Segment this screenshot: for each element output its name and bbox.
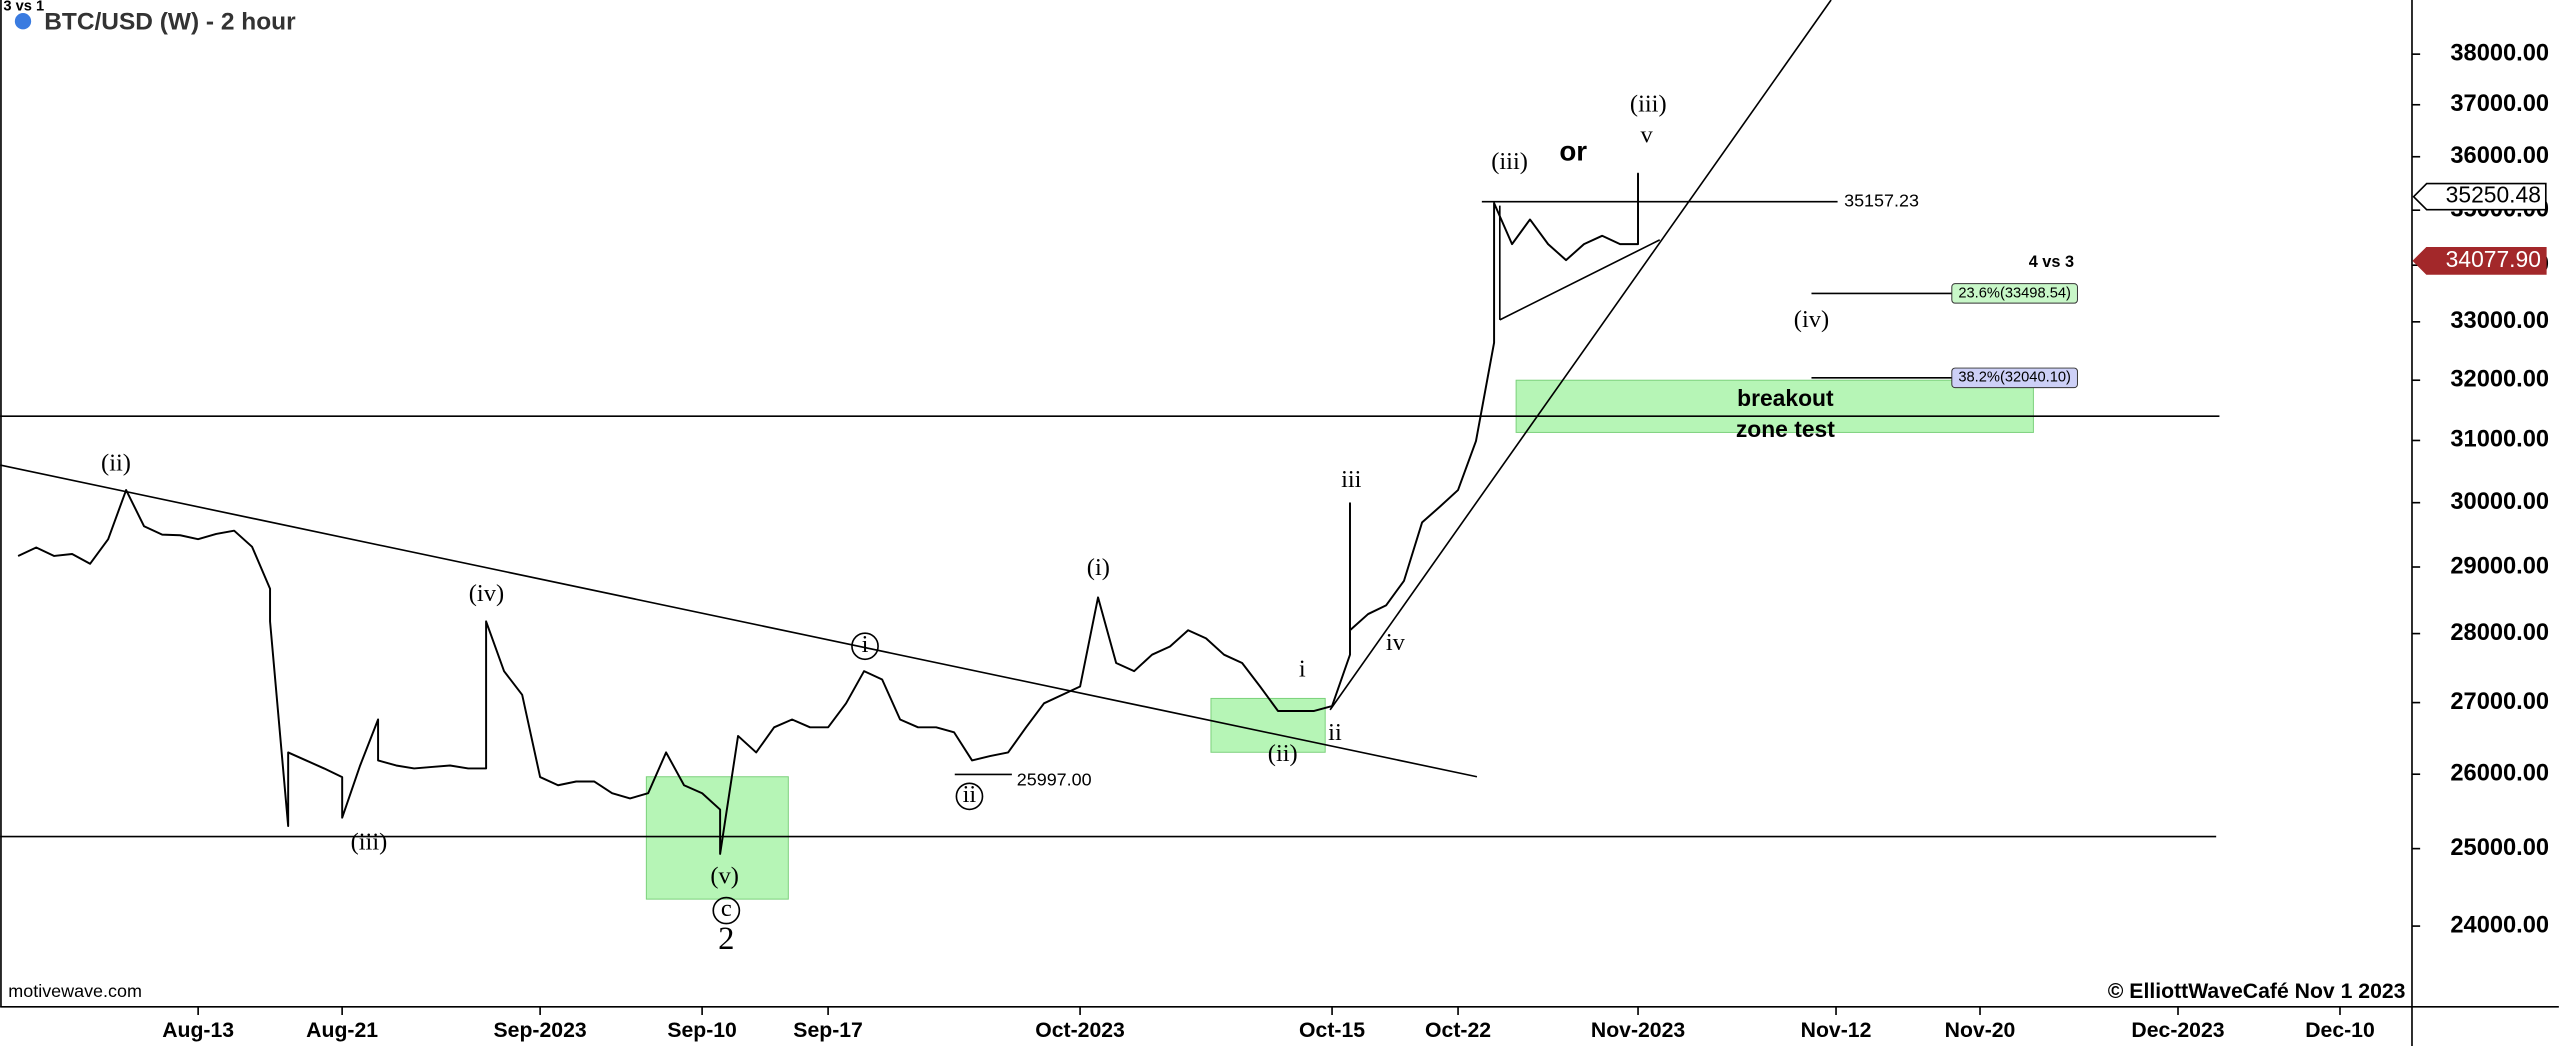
x-tick-label: Oct-22 [1425, 1019, 1491, 1042]
x-tick-label: Dec-2023 [2131, 1019, 2224, 1042]
symbol-dot [14, 13, 32, 30]
x-tick-label: Aug-13 [162, 1019, 234, 1042]
wave-label: 3 vs 1 [3, 0, 44, 14]
y-tick-label: 36000.00 [2450, 143, 2549, 169]
wave-label: 2 [718, 921, 734, 957]
wave-circle [851, 632, 879, 661]
x-tick-label: Nov-20 [1945, 1019, 2016, 1042]
y-tick-label: 26000.00 [2450, 760, 2549, 786]
x-tick-label: Oct-2023 [1035, 1019, 1125, 1042]
wave-label: iv [1386, 629, 1406, 656]
x-tick-label: Sep-10 [667, 1019, 737, 1042]
fib-box [1951, 283, 2078, 304]
copyright: © ElliottWaveCafé Nov 1 2023 [2108, 980, 2406, 1003]
fib-box [1951, 367, 2078, 389]
level-label: 35157.23 [1844, 190, 1919, 210]
triangle-line [1499, 239, 1661, 321]
y-tick-label: 28000.00 [2450, 620, 2549, 646]
wave-label: i [1299, 655, 1306, 682]
wave-label: (ii) [1268, 740, 1298, 767]
wave-label: (iii) [1630, 91, 1667, 118]
y-tick-label: 24000.00 [2450, 912, 2549, 938]
x-tick-label: Oct-15 [1299, 1019, 1365, 1042]
wave-label: or [1559, 136, 1587, 167]
y-tick-label: 33000.00 [2450, 308, 2549, 334]
price-line [17, 172, 1639, 855]
wave-label: v [1641, 122, 1654, 149]
fib-label: 23.6%(33498.54) [1958, 285, 2071, 301]
level-label: 25997.00 [1017, 770, 1092, 790]
chart-title: BTC/USD (W) - 2 hour [44, 8, 296, 35]
zone-box [645, 776, 789, 900]
x-tick-label: Dec-10 [2305, 1019, 2375, 1042]
wave-label: ii [963, 781, 977, 808]
fib-label: 38.2%(32040.10) [1958, 370, 2071, 386]
y-tick-label: 38000.00 [2450, 40, 2549, 66]
wave-label: (iv) [1794, 306, 1829, 333]
wave-label: i [862, 631, 869, 658]
x-tick-label: Nov-12 [1801, 1019, 1872, 1042]
wave-label: c [721, 895, 732, 922]
wave-label: (iii) [351, 828, 388, 855]
x-tick-label: Sep-17 [793, 1019, 863, 1042]
source: motivewave.com [8, 981, 142, 1001]
y-tick-label: 31000.00 [2450, 427, 2549, 453]
wave-label: iii [1341, 466, 1362, 493]
y-tick-label: 37000.00 [2450, 91, 2549, 117]
zone-box [1515, 379, 2034, 433]
x-tick-label: Sep-2023 [494, 1019, 587, 1042]
y-tick-label: 27000.00 [2450, 689, 2549, 715]
trend-line [0, 464, 1478, 778]
wave-label: (v) [710, 863, 739, 890]
x-tick-label: Aug-21 [306, 1019, 378, 1042]
wave-circle [955, 782, 984, 811]
y-tick-label: 32000.00 [2450, 366, 2549, 392]
price-marker [2412, 246, 2547, 275]
x-tick-label: Nov-2023 [1591, 1019, 1685, 1042]
wave-circle [712, 896, 741, 925]
y-tick-label: 30000.00 [2450, 489, 2549, 515]
wave-label: ii [1328, 719, 1342, 746]
price-marker-label: 35250.48 [2446, 182, 2541, 208]
price-marker-label: 34077.90 [2446, 246, 2541, 272]
wave-label: (ii) [101, 450, 131, 477]
trend-line [1329, 0, 1832, 711]
wave-label: breakout [1737, 385, 1834, 411]
price-marker [2412, 182, 2547, 211]
y-tick-label: 25000.00 [2450, 835, 2549, 861]
wave-label: (iii) [1491, 148, 1528, 175]
y-tick-label: 29000.00 [2450, 553, 2549, 579]
wave-label: (iv) [469, 580, 504, 607]
wave-label: (i) [1087, 554, 1110, 581]
wave-label: 4 vs 3 [2029, 253, 2074, 271]
wave-label: zone test [1736, 416, 1835, 442]
